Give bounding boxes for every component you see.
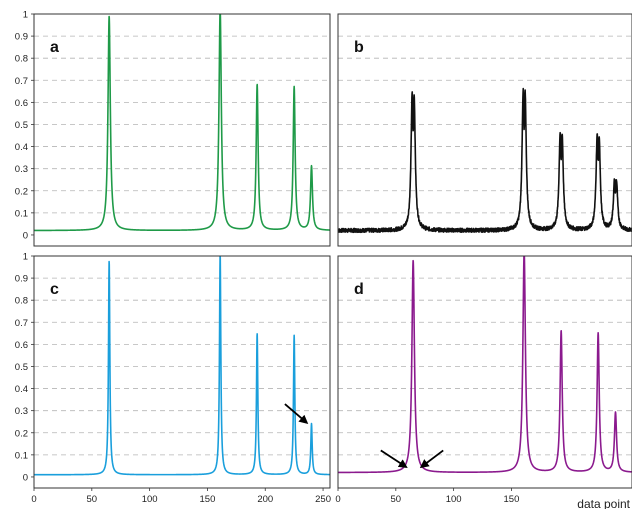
panel-c: 0 0.1 0.2 0.3 0.4 0.5 0.6 0.7 0.8 0.9 1 0 50 100 150 20… (15, 252, 331, 506)
spectrum-line-d (338, 256, 632, 474)
panel-d: 0 50 100 150 data point d (335, 255, 632, 509)
x-tick-label: 0 (335, 494, 340, 505)
y-tick-label: 0.3 (15, 406, 28, 417)
panel-border (33, 255, 331, 489)
y-tick-label: 0.8 (15, 54, 28, 65)
x-tick-label: 200 (257, 494, 273, 505)
panel-b: b (337, 13, 632, 247)
x-tick-label: 150 (504, 494, 520, 505)
panel-letter: a (50, 39, 59, 56)
spectrum-line-c (34, 256, 330, 476)
y-tick-label: 0 (23, 472, 28, 483)
y-tick-label: 0.9 (15, 32, 28, 43)
y-tick-label: 0.3 (15, 164, 28, 175)
spectrum-line-b (338, 87, 632, 234)
x-tick-label: 100 (142, 494, 158, 505)
x-tick-label: 150 (200, 494, 216, 505)
x-tick-label: 0 (31, 494, 36, 505)
y-tick-label: 0.8 (15, 296, 28, 307)
panel-letter: c (50, 281, 59, 298)
y-tick-label: 0.5 (15, 120, 28, 131)
panel-border (337, 255, 632, 489)
annotation-arrow (380, 449, 408, 468)
y-tick-label: 0.6 (15, 340, 28, 351)
panel-letter: d (354, 281, 364, 298)
x-tick-label: 250 (315, 494, 331, 505)
y-tick-label: 1 (23, 10, 28, 21)
x-tick-label: 100 (446, 494, 462, 505)
spectrum-line-a (34, 14, 330, 232)
y-tick-label: 0.5 (15, 362, 28, 373)
y-tick-label: 0.4 (15, 384, 28, 395)
y-tick-label: 0.1 (15, 450, 28, 461)
y-tick-label: 0.4 (15, 142, 28, 153)
annotation-arrow (284, 403, 309, 424)
y-tick-label: 0 (23, 230, 28, 241)
panel-border (33, 13, 331, 247)
y-tick-label: 0.7 (15, 318, 28, 329)
y-tick-label: 0.6 (15, 98, 28, 109)
panel-letter: b (354, 39, 364, 56)
panel-border (337, 13, 632, 247)
annotation-arrow (419, 449, 444, 469)
x-axis-label: data point (577, 497, 630, 509)
y-tick-label: 0.7 (15, 76, 28, 87)
y-tick-label: 0.9 (15, 274, 28, 285)
y-tick-label: 0.1 (15, 208, 28, 219)
y-tick-label: 1 (23, 252, 28, 263)
y-tick-label: 0.2 (15, 428, 28, 439)
x-tick-label: 50 (391, 494, 402, 505)
x-tick-label: 50 (87, 494, 98, 505)
y-tick-label: 0.2 (15, 186, 28, 197)
panel-a: 0 0.1 0.2 0.3 0.4 0.5 0.6 0.7 0.8 0.9 1 a (15, 10, 331, 247)
